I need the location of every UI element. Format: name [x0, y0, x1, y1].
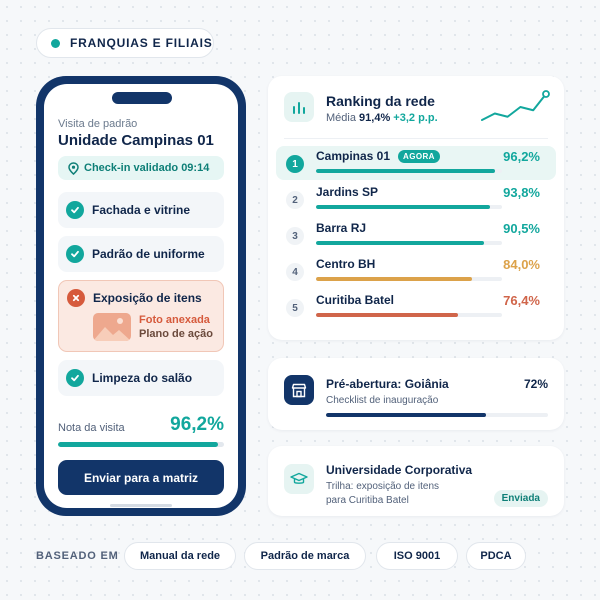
- rank-unit-label: Barra RJ: [316, 221, 367, 235]
- storefront-icon: [284, 375, 314, 405]
- phone-screen: Visita de padrão Unidade Campinas 01 Che…: [44, 84, 238, 508]
- rank-progress-bar: [316, 277, 502, 281]
- rank-progress-bar: [316, 169, 502, 173]
- rank-progress-fill: [316, 169, 495, 173]
- rank-progress-fill: [316, 205, 491, 209]
- rank-unit-name: Barra RJ: [316, 221, 366, 235]
- visit-label: Visita de padrão: [58, 118, 138, 130]
- rank-progress-fill: [316, 277, 473, 281]
- rank-unit-name: Centro BH: [316, 257, 375, 271]
- rank-progress-bar: [316, 241, 502, 245]
- unit-title: Unidade Campinas 01: [58, 132, 214, 149]
- preopening-progress-bar: [326, 413, 548, 417]
- rank-score: 93,8%: [503, 185, 540, 200]
- based-on-label: BASEADO EM: [36, 550, 119, 562]
- chip-iso-9001[interactable]: ISO 9001: [376, 542, 458, 570]
- rank-progress-fill: [316, 313, 459, 317]
- photo-thumbnail-icon[interactable]: [93, 313, 131, 341]
- chip-pdca[interactable]: PDCA: [466, 542, 526, 570]
- preopening-subtitle: Checklist de inauguração: [326, 395, 439, 406]
- rank-progress-bar: [316, 205, 502, 209]
- tag-label: FRANQUIAS E FILIAIS: [70, 36, 213, 50]
- checklist-item-uniforme[interactable]: Padrão de uniforme: [58, 236, 224, 272]
- preopening-card[interactable]: Pré-abertura: Goiânia 72% Checklist de i…: [268, 358, 564, 430]
- rank-score: 96,2%: [503, 149, 540, 164]
- checklist-item-label: Limpeza do salão: [92, 371, 193, 385]
- rank-number: 5: [286, 299, 304, 317]
- preopening-progress-fill: [326, 413, 486, 417]
- checklist-item-label: Padrão de uniforme: [92, 247, 205, 261]
- rank-score: 84,0%: [503, 257, 540, 272]
- checklist-item-limpeza[interactable]: Limpeza do salão: [58, 360, 224, 396]
- bar-chart-icon: [284, 92, 314, 122]
- action-plan-label: Plano de ação: [139, 328, 213, 340]
- rank-score: 76,4%: [503, 293, 540, 308]
- ranking-average: Média 91,4% +3,2 p.p.: [326, 112, 438, 124]
- university-target: para Curitiba Batel: [326, 495, 409, 506]
- score-value: 96,2%: [170, 414, 224, 435]
- graduation-cap-icon: [284, 464, 314, 494]
- check-icon: [66, 201, 84, 219]
- preopening-title: Pré-abertura: Goiânia: [326, 377, 449, 391]
- rank-unit-label: Centro BH: [316, 257, 376, 271]
- section-tag: FRANQUIAS E FILIAIS: [36, 28, 214, 58]
- rank-progress-bar: [316, 313, 502, 317]
- ranking-row[interactable]: 1 Campinas 01 AGORA 96,2%: [276, 146, 556, 180]
- sparkline-chart: [481, 90, 550, 121]
- rank-score: 90,5%: [503, 221, 540, 236]
- attachment-label: Foto anexada: [139, 314, 210, 326]
- university-track: Trilha: exposição de itens: [326, 481, 440, 492]
- phone-notch: [112, 92, 172, 104]
- checklist-item-label: Exposição de itens: [93, 291, 202, 305]
- now-badge: AGORA: [398, 149, 440, 163]
- rank-unit-name: Jardins SP: [316, 185, 378, 199]
- chip-padrao-de-marca[interactable]: Padrão de marca: [244, 542, 366, 570]
- rank-unit-name: Campinas 01 AGORA: [316, 149, 440, 163]
- x-icon: [67, 289, 85, 307]
- rank-unit-label: Campinas 01: [316, 149, 391, 163]
- tag-dot: [51, 38, 60, 48]
- rank-progress-fill: [316, 241, 485, 245]
- ranking-row[interactable]: 2 Jardins SP 93,8%: [276, 182, 556, 216]
- ranking-row[interactable]: 4 Centro BH 84,0%: [276, 254, 556, 288]
- location-pin-icon: [68, 161, 79, 175]
- attachment-row[interactable]: Foto anexada Plano de ação: [93, 313, 213, 341]
- preopening-percent: 72%: [523, 377, 548, 391]
- rank-number: 2: [286, 191, 304, 209]
- rank-unit-label: Jardins SP: [316, 185, 379, 199]
- ranking-row[interactable]: 3 Barra RJ 90,5%: [276, 218, 556, 252]
- checklist-item-exposicao[interactable]: Exposição de itens Foto anexada Plano de…: [58, 280, 224, 352]
- average-label: Média: [326, 112, 356, 124]
- rank-number: 1: [286, 155, 304, 173]
- phone-mockup: Visita de padrão Unidade Campinas 01 Che…: [36, 76, 246, 516]
- university-card[interactable]: Universidade Corporativa Trilha: exposiç…: [268, 446, 564, 516]
- check-icon: [66, 245, 84, 263]
- send-to-headquarters-button[interactable]: Enviar para a matriz: [58, 460, 224, 495]
- checklist-item-label: Fachada e vitrine: [92, 203, 191, 217]
- sparkline-end-point: [542, 90, 550, 98]
- checkin-text: Check-in validado 09:14: [84, 162, 210, 174]
- ranking-row[interactable]: 5 Curitiba Batel 76,4%: [276, 290, 556, 324]
- check-icon: [66, 369, 84, 387]
- sent-badge: Enviada: [493, 490, 548, 507]
- score-label: Nota da visita: [58, 422, 125, 434]
- checkin-badge: Check-in validado 09:14: [58, 156, 224, 180]
- sparkline-line: [481, 93, 547, 121]
- university-subtitle: Trilha: exposição de itens para Curitiba…: [326, 480, 476, 508]
- checklist-item-fachada[interactable]: Fachada e vitrine: [58, 192, 224, 228]
- score-progress-fill: [58, 442, 218, 447]
- score-progress-bar: [58, 442, 224, 447]
- ranking-title: Ranking da rede: [326, 93, 435, 109]
- average-delta: +3,2 p.p.: [393, 112, 438, 124]
- rank-number: 4: [286, 263, 304, 281]
- rank-unit-name: Curitiba Batel: [316, 293, 394, 307]
- rank-unit-label: Curitiba Batel: [316, 293, 395, 307]
- chip-manual-da-rede[interactable]: Manual da rede: [124, 542, 236, 570]
- home-indicator: [110, 504, 172, 507]
- university-title: Universidade Corporativa: [326, 463, 473, 477]
- divider: [284, 138, 548, 139]
- rank-number: 3: [286, 227, 304, 245]
- average-value: 91,4%: [359, 112, 391, 124]
